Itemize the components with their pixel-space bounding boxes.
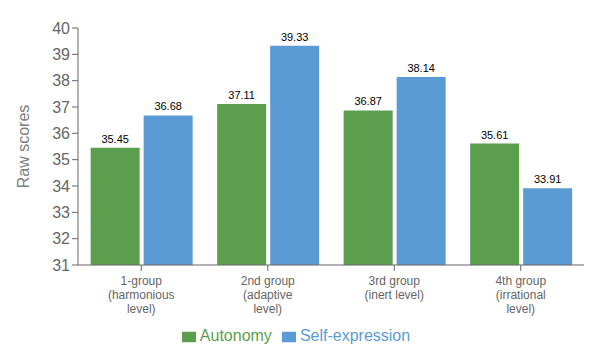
svg-text:3rd group(inert level): 3rd group(inert level) bbox=[365, 274, 424, 302]
svg-text:40: 40 bbox=[52, 20, 70, 37]
svg-text:2nd group(adaptivelevel): 2nd group(adaptivelevel) bbox=[241, 274, 295, 316]
svg-text:39: 39 bbox=[52, 46, 70, 63]
svg-text:37: 37 bbox=[52, 99, 70, 116]
svg-text:37.11: 37.11 bbox=[228, 89, 255, 101]
svg-text:1-group(harmoniouslevel): 1-group(harmoniouslevel) bbox=[108, 274, 175, 316]
svg-text:34: 34 bbox=[52, 178, 70, 195]
svg-text:32: 32 bbox=[52, 230, 70, 247]
svg-text:33.91: 33.91 bbox=[534, 173, 562, 185]
svg-text:38.14: 38.14 bbox=[407, 62, 435, 74]
svg-text:36: 36 bbox=[52, 125, 70, 142]
svg-text:33: 33 bbox=[52, 204, 70, 221]
svg-text:36.87: 36.87 bbox=[354, 95, 382, 107]
html-text:Self-expression: Self-expression bbox=[299, 327, 411, 344]
svg-text:35.61: 35.61 bbox=[481, 129, 509, 141]
svg-text:4th group(irrationallevel): 4th group(irrationallevel) bbox=[495, 274, 546, 316]
svg-text:31: 31 bbox=[52, 257, 70, 274]
svg-text:36.68: 36.68 bbox=[154, 100, 182, 112]
svg-text:38: 38 bbox=[52, 72, 70, 89]
svg-text:35: 35 bbox=[52, 151, 70, 168]
html-text:Autonomy: Autonomy bbox=[199, 327, 272, 344]
svg-text:35.45: 35.45 bbox=[101, 133, 129, 145]
svg-text:39.33: 39.33 bbox=[281, 31, 309, 43]
svg-text:Raw scores: Raw scores bbox=[15, 105, 32, 189]
